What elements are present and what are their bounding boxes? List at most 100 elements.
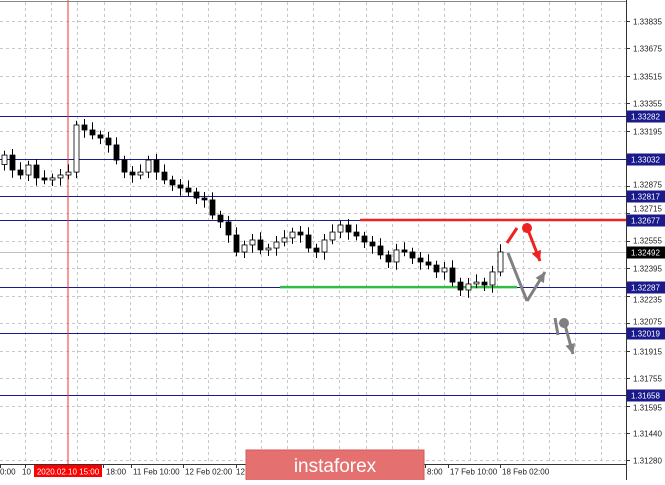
current-price-label: 1.32492 bbox=[631, 249, 660, 258]
level-label: 1.33032 bbox=[631, 156, 660, 165]
candle-body bbox=[217, 214, 224, 223]
candle-body bbox=[281, 237, 288, 243]
candle-body bbox=[449, 267, 456, 283]
alt-down-arrow-head bbox=[565, 343, 576, 354]
bearish-arrow-head bbox=[531, 249, 542, 261]
level-label-box bbox=[627, 110, 665, 123]
candle-body bbox=[361, 235, 368, 243]
watermark-banner: instaforex bbox=[245, 449, 425, 483]
level-label-box bbox=[627, 153, 665, 166]
y-tick-label: 1.31755 bbox=[633, 375, 662, 384]
level-lines bbox=[0, 116, 626, 396]
candle-body bbox=[177, 184, 184, 189]
candle-body bbox=[89, 129, 96, 136]
grid bbox=[0, 2, 626, 464]
x-axis: 0:00 10 18:00 11 Feb 10:00 12 Feb 02:00 12 8:0… bbox=[0, 464, 550, 477]
candle-body bbox=[201, 197, 208, 201]
candle-body bbox=[409, 251, 416, 259]
y-tick-label: 1.32395 bbox=[633, 265, 662, 274]
y-tick-label: 1.33675 bbox=[633, 45, 662, 54]
candle-body bbox=[209, 199, 216, 216]
candle-body bbox=[465, 283, 472, 291]
x-tick-label: 11 Feb 10:00 bbox=[133, 468, 180, 477]
candle-body bbox=[369, 241, 376, 247]
level-label: 1.32287 bbox=[631, 284, 660, 293]
candle-body bbox=[1, 154, 8, 165]
x-tick-label: 0:00 bbox=[0, 468, 16, 477]
candle-body bbox=[41, 177, 48, 181]
candle-body bbox=[193, 191, 200, 199]
y-tick-label: 1.32235 bbox=[633, 296, 662, 305]
candle-body bbox=[289, 231, 296, 239]
candle-body bbox=[145, 159, 152, 173]
candle-body bbox=[305, 234, 312, 249]
y-tick-label: 1.32555 bbox=[633, 237, 662, 246]
x-tick-label: 18:00 bbox=[106, 468, 127, 477]
level-label: 1.32817 bbox=[631, 193, 660, 202]
candle-body bbox=[161, 171, 168, 181]
x-tick-label: 10 bbox=[22, 468, 31, 477]
candle-body bbox=[337, 224, 344, 233]
candle-body bbox=[401, 249, 408, 253]
candle-body bbox=[249, 239, 256, 246]
candle-body bbox=[81, 124, 88, 131]
level-label-box bbox=[627, 389, 665, 402]
candle-body bbox=[417, 257, 424, 263]
level-label: 1.32677 bbox=[631, 217, 660, 226]
candle-body bbox=[329, 231, 336, 241]
candle-body bbox=[17, 169, 24, 176]
candle-body bbox=[257, 239, 264, 251]
candle-body bbox=[65, 171, 72, 176]
level-label-box bbox=[627, 327, 665, 340]
candle-body bbox=[297, 231, 304, 236]
candle-body bbox=[241, 244, 248, 253]
x-tick-label: 18 Feb 02:00 bbox=[502, 468, 550, 477]
candle-body bbox=[345, 224, 352, 233]
y-tick-label: 1.32875 bbox=[633, 181, 662, 190]
watermark-text: instaforex bbox=[294, 456, 377, 477]
x-tick-label: 12 bbox=[236, 468, 245, 477]
candle-body bbox=[137, 171, 144, 176]
candle-body bbox=[169, 179, 176, 186]
candle-body bbox=[121, 159, 128, 173]
y-tick-label: 1.31280 bbox=[633, 457, 662, 466]
candle-body bbox=[57, 174, 64, 179]
candle-body bbox=[441, 267, 448, 273]
forecast-arrows bbox=[505, 223, 576, 355]
candle-body bbox=[25, 164, 32, 176]
y-tick-label: 1.32075 bbox=[633, 318, 662, 327]
candle-body bbox=[129, 171, 136, 176]
y-tick-label: 1.31440 bbox=[633, 430, 662, 439]
level-label: 1.32019 bbox=[631, 330, 660, 339]
candle-body bbox=[33, 164, 40, 179]
y-tick-label: 1.33515 bbox=[633, 73, 662, 82]
candle-body bbox=[377, 245, 384, 256]
candles bbox=[1, 118, 504, 298]
level-label: 1.31658 bbox=[631, 392, 660, 401]
y-tick-label: 1.31595 bbox=[633, 404, 662, 413]
candle-body bbox=[113, 144, 120, 161]
candle-body bbox=[97, 134, 104, 139]
y-tick-label: 1.33835 bbox=[633, 18, 662, 27]
candle-body bbox=[425, 261, 432, 266]
candle-body bbox=[393, 249, 400, 263]
alt-down-line bbox=[506, 252, 529, 302]
y-tick-label: 1.33195 bbox=[633, 128, 662, 137]
x-tick-label: 12 Feb 02:00 bbox=[185, 468, 233, 477]
x-tick-label: 8:00 bbox=[427, 468, 443, 477]
candle-body bbox=[273, 241, 280, 249]
level-label-box bbox=[627, 281, 665, 294]
candle-body bbox=[233, 234, 240, 253]
candle-body bbox=[481, 281, 488, 286]
candle-body bbox=[489, 271, 496, 286]
bearish-dash bbox=[505, 227, 519, 244]
y-tick-label: 1.33355 bbox=[633, 100, 662, 109]
y-axis: 1.33835 1.33675 1.33515 1.33355 1.33195 1.328… bbox=[626, 18, 665, 466]
candle-body bbox=[313, 247, 320, 253]
y-tick-label: 1.32715 bbox=[633, 205, 662, 214]
candle-body bbox=[105, 137, 112, 146]
level-label: 1.33282 bbox=[631, 113, 660, 122]
candle-body bbox=[9, 154, 16, 171]
alt-up-arrow-head bbox=[535, 272, 545, 284]
